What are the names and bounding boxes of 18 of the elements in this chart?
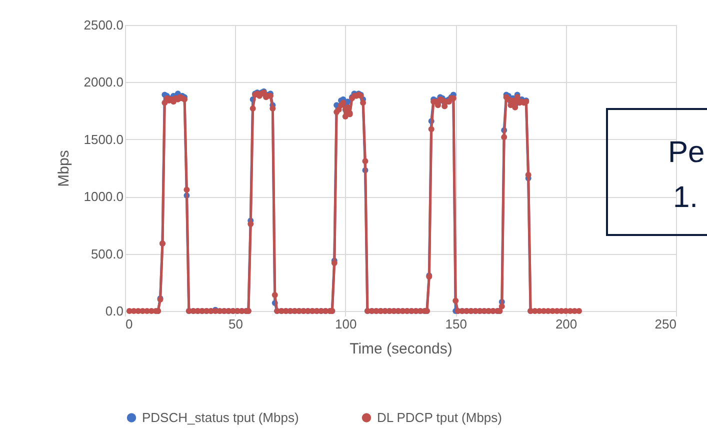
annotation: Pe xyxy=(668,136,705,169)
y-tick-label: 0.0 xyxy=(105,304,124,318)
legend-label: PDSCH_status tput (Mbps) xyxy=(142,410,299,425)
annotation: 1. xyxy=(673,181,698,214)
x-tick-label: 100 xyxy=(335,316,357,332)
y-tick-label: 1500.0 xyxy=(84,132,124,147)
legend-label: DL PDCP tput (Mbps) xyxy=(377,410,502,425)
x-tick-label: 200 xyxy=(555,316,578,332)
x-tick-label: 50 xyxy=(228,316,243,332)
x-tick-label: 150 xyxy=(445,316,467,332)
y-tick-label: 500.0 xyxy=(90,246,124,262)
y-tick-label: 2000.0 xyxy=(84,74,124,90)
x-axis-title: Time (seconds) xyxy=(350,340,452,358)
y-axis-title: Mbps xyxy=(56,150,73,187)
y-tick-label: 2500.0 xyxy=(84,18,124,32)
x-tick-label: 0 xyxy=(126,316,133,332)
x-tick-label: 250 xyxy=(654,316,676,332)
y-tick-label: 1000.0 xyxy=(84,189,124,204)
